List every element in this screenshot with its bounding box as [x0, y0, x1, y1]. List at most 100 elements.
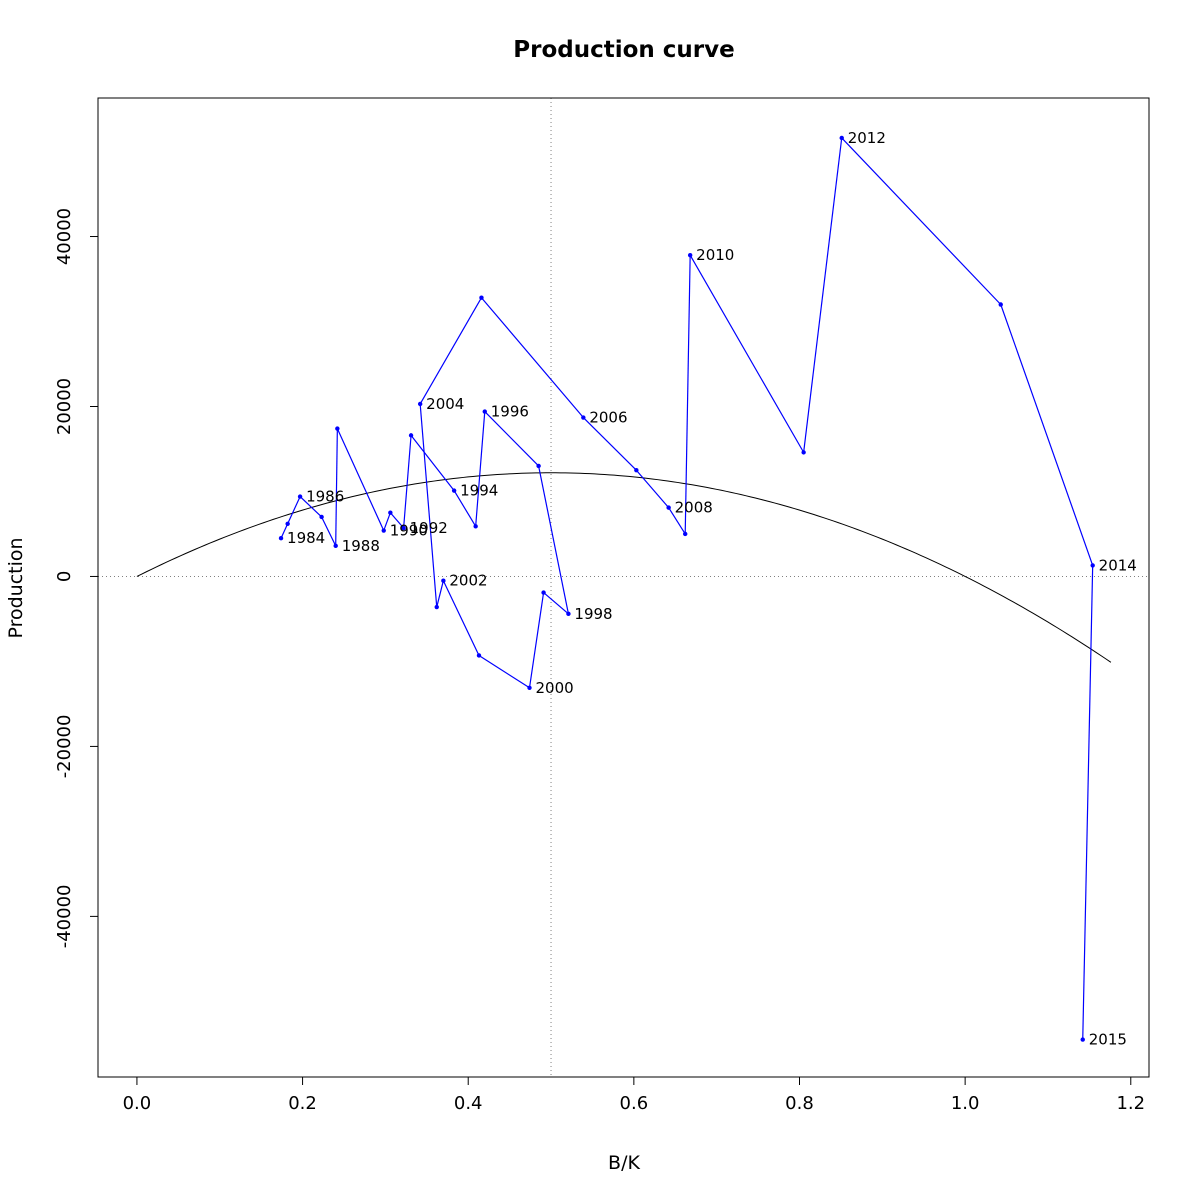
- x-axis: 0.0 0.2 0.4 0.6 0.8 1.0 1.2: [123, 1076, 1145, 1114]
- x-tick-label: 0.6: [620, 1093, 649, 1114]
- series-point: [801, 450, 806, 455]
- series-segment: [1082, 565, 1094, 1040]
- point-label: 1992: [410, 519, 448, 537]
- y-tick-label: -40000: [54, 885, 75, 949]
- series-segment: [484, 411, 540, 467]
- series-point: [634, 468, 639, 473]
- point-label: 2008: [675, 499, 713, 517]
- series-point: [335, 426, 340, 431]
- series-segment: [280, 523, 289, 539]
- series-point: [434, 604, 439, 610]
- series-point: [666, 505, 671, 510]
- series-segment: [287, 496, 301, 525]
- chart-title: Production curve: [513, 37, 734, 63]
- series-segment: [803, 137, 843, 453]
- series-segment: [635, 469, 670, 509]
- series-point: [998, 302, 1003, 307]
- reference-lines: [98, 98, 1149, 1077]
- series-segment: [543, 592, 569, 615]
- series-point: [482, 409, 487, 414]
- series-segment: [1000, 304, 1094, 566]
- y-tick-label: 40000: [54, 208, 75, 265]
- y-tick-label: 20000: [54, 378, 75, 435]
- series-point: [381, 528, 386, 533]
- x-tick-label: 1.0: [951, 1093, 980, 1114]
- series-point: [536, 463, 541, 469]
- x-tick-label: 0.0: [123, 1093, 152, 1114]
- series-point: [541, 590, 546, 595]
- x-tick-label: 1.2: [1116, 1093, 1145, 1114]
- series-segment: [668, 507, 686, 535]
- series-point: [683, 531, 688, 537]
- series-point: [388, 510, 393, 515]
- x-axis-label: B/K: [608, 1152, 640, 1174]
- series-point: [451, 488, 457, 493]
- point-label: 2010: [696, 246, 734, 264]
- series-segment: [336, 428, 385, 531]
- series-segment: [321, 516, 337, 547]
- series-segment: [453, 490, 477, 527]
- series-point: [408, 433, 414, 438]
- series-segment: [383, 512, 391, 531]
- series-segment: [582, 417, 637, 471]
- point-label: 2014: [1099, 556, 1137, 574]
- series-point: [285, 521, 290, 526]
- plot-frame: [97, 97, 1150, 1078]
- series-segment: [419, 403, 438, 608]
- point-label: 1988: [342, 537, 380, 555]
- production-curve: [136, 472, 1112, 663]
- point-label: 2004: [426, 395, 464, 413]
- series-layer: [278, 135, 1095, 1042]
- series-point: [479, 295, 484, 300]
- series-segment: [299, 496, 323, 518]
- x-tick-label: 0.4: [454, 1093, 483, 1114]
- series-point: [1090, 563, 1095, 568]
- series-point: [581, 415, 586, 420]
- point-label: 2002: [449, 572, 487, 590]
- y-tick-label: -20000: [54, 715, 75, 779]
- series-point: [278, 536, 284, 541]
- series-point: [1080, 1037, 1085, 1042]
- series-segment: [419, 297, 482, 405]
- point-label: 2006: [589, 409, 627, 427]
- series-segment: [436, 580, 444, 608]
- point-label: 1994: [460, 482, 498, 500]
- series-point: [473, 524, 478, 529]
- x-tick-label: 0.2: [288, 1093, 317, 1114]
- series-segment: [475, 411, 486, 527]
- series-segment: [389, 512, 405, 529]
- point-label: 1998: [574, 605, 612, 623]
- point-label: 1984: [287, 529, 325, 547]
- point-label: 2012: [848, 129, 886, 147]
- y-tick-label: 0: [54, 571, 75, 582]
- series-segment: [841, 137, 1002, 305]
- point-label: 1990: [390, 522, 428, 540]
- series-segment: [442, 580, 480, 656]
- series-segment: [478, 654, 530, 689]
- series-point: [566, 611, 571, 617]
- y-axis-label: Production: [5, 537, 27, 638]
- series-point: [476, 653, 482, 658]
- point-label: 1986: [306, 488, 344, 506]
- series-segment: [528, 592, 545, 688]
- series-segment: [684, 255, 691, 534]
- series-point: [527, 685, 532, 690]
- series-point: [319, 514, 324, 520]
- point-label: 1996: [491, 403, 529, 421]
- series-point: [333, 543, 338, 549]
- point-label: 2000: [535, 679, 573, 697]
- series-point: [297, 494, 303, 499]
- series-segment: [689, 254, 805, 453]
- series-segment: [410, 435, 455, 491]
- series-segment: [335, 428, 338, 546]
- point-label: 2015: [1089, 1031, 1127, 1049]
- production-curve-layer: [136, 472, 1112, 663]
- series-segment: [538, 465, 570, 614]
- series-point: [441, 578, 446, 583]
- series-point: [401, 525, 406, 531]
- x-tick-label: 0.8: [785, 1093, 814, 1114]
- series-point: [839, 135, 844, 141]
- series-point: [687, 253, 693, 258]
